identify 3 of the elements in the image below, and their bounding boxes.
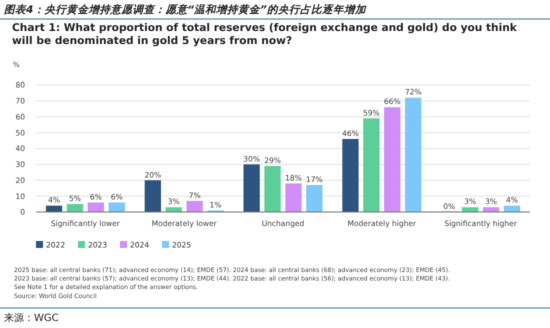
chart-subtitle: Chart 1: What proportion of total reserves (foreign exchange and gold) do you think will be denominated in gold 5 years from now? xyxy=(12,22,518,48)
source-note: 来源：WGC xyxy=(4,312,59,324)
chart-title: 图表4：央行黄金增持意愿调查：愿意“温和增持黄金”的央行占比逐年增加 xyxy=(4,3,367,16)
